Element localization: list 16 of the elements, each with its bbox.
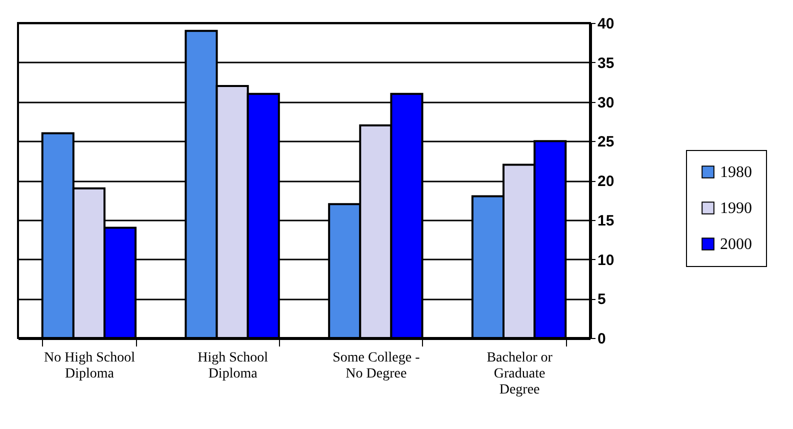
- y-tick-label: 35: [598, 54, 614, 72]
- y-tick-label: 25: [598, 134, 614, 151]
- y-tick-label: 15: [598, 212, 614, 230]
- x-tick-label: High School Diploma: [198, 350, 268, 382]
- legend-label: 1990: [720, 200, 752, 217]
- y-tick-label: 30: [598, 94, 614, 112]
- y-tick-label: 0: [598, 330, 606, 348]
- x-tick-label: Some College - No Degree: [332, 350, 420, 382]
- x-tick-label: No High School Diploma: [44, 350, 136, 382]
- y-tick-label: 5: [598, 291, 606, 308]
- y-tick-label: 20: [598, 173, 614, 190]
- y-tick-label: 40: [598, 16, 614, 32]
- legend-label: 2000: [720, 236, 752, 253]
- y-tick-label: 10: [598, 252, 614, 269]
- legend-label: 1980: [720, 164, 752, 181]
- x-tick-label: Bachelor or Graduate Degree: [486, 350, 553, 398]
